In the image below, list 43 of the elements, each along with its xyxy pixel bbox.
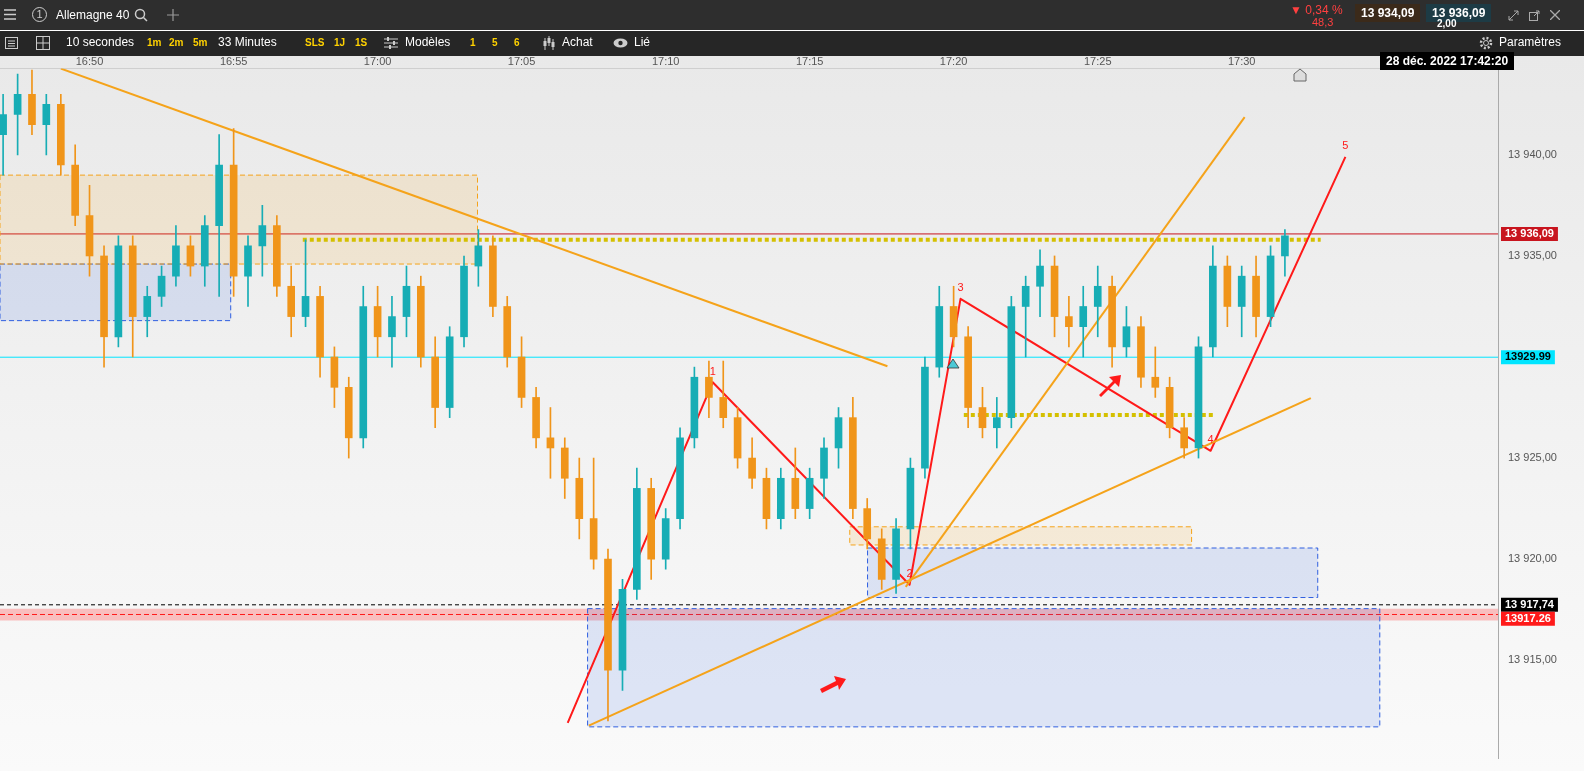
y-tick-label: 13 925,00 [1508, 451, 1557, 464]
annotation: 1 [709, 364, 716, 377]
annotation: 3 [957, 281, 964, 294]
text: 6 [514, 37, 520, 48]
x-tick-label: 17:00 [363, 55, 392, 68]
text: Allemagne 40 [56, 8, 130, 22]
text: 48,3 [1312, 16, 1334, 28]
x-tick-label: 16:50 [75, 55, 104, 68]
text: 1J [334, 37, 346, 48]
text: SLS [305, 37, 325, 48]
x-tick-label: 17:30 [1227, 55, 1256, 68]
text: 10 secondes [66, 35, 135, 49]
x-tick-label: 17:10 [651, 55, 680, 68]
annotation: 5 [1342, 139, 1349, 152]
text: 1 [32, 7, 47, 22]
x-tick-label: 16:55 [219, 55, 248, 68]
ref-line-label: 13 936,09 [1505, 226, 1554, 239]
text: 13 934,09 [1355, 4, 1421, 22]
text: 5 [492, 37, 498, 48]
annotation: 4 [1207, 433, 1214, 446]
text: 1S [355, 37, 368, 48]
text: 33 Minutes [218, 35, 277, 49]
annotation: 28 déc. 2022 17:42:20 [1380, 52, 1515, 70]
y-tick-label: 13 915,00 [1508, 653, 1557, 666]
text: Lié [634, 35, 651, 49]
x-tick-label: 17:15 [795, 55, 824, 68]
text: 1m [147, 37, 162, 48]
text: 2m [169, 37, 184, 48]
ref-line-label: 13917.26 [1505, 611, 1551, 624]
text: 5m [193, 37, 208, 48]
x-tick-label: 17:20 [939, 55, 968, 68]
text: ▼ 0,34 % [1290, 3, 1343, 17]
ref-line-label: 13929.99 [1505, 350, 1551, 363]
y-tick-label: 13 940,00 [1508, 147, 1557, 160]
x-tick-label: 17:25 [1083, 55, 1112, 68]
ref-line-label: 13 917,74 [1505, 597, 1555, 610]
x-tick-label: 17:05 [507, 55, 536, 68]
text: Modèles [405, 35, 451, 49]
y-tick-label: 13 920,00 [1508, 552, 1557, 565]
text: Achat [562, 35, 593, 49]
y-tick-label: 13 935,00 [1508, 248, 1557, 261]
text: 1 [470, 37, 476, 48]
text: Paramètres [1499, 35, 1562, 49]
